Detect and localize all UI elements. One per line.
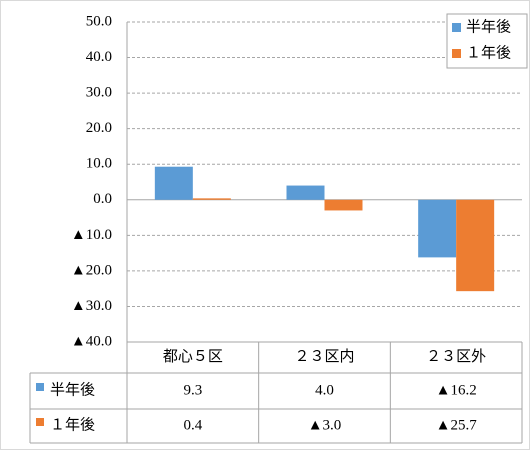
y-tick-label: ▲20.0 bbox=[71, 262, 112, 278]
category-label: 都心５区 bbox=[163, 348, 223, 365]
category-label: ２３区内 bbox=[294, 348, 354, 365]
y-tick-label: 40.0 bbox=[86, 49, 112, 65]
y-tick-label: ▲30.0 bbox=[71, 298, 112, 314]
table-value: 9.3 bbox=[183, 382, 202, 398]
y-tick-label: 0.0 bbox=[93, 191, 112, 207]
table-value: ▲3.0 bbox=[308, 417, 342, 433]
y-tick-label: ▲40.0 bbox=[71, 333, 112, 349]
bar bbox=[456, 199, 495, 292]
bar bbox=[286, 185, 325, 200]
bar bbox=[154, 166, 193, 200]
table-value: ▲16.2 bbox=[436, 382, 477, 398]
category-label: ２３区外 bbox=[426, 348, 486, 365]
table-value: 0.4 bbox=[183, 417, 202, 433]
legend-swatch bbox=[452, 23, 461, 32]
row-header: 半年後 bbox=[50, 381, 95, 398]
y-tick-label: 50.0 bbox=[86, 13, 112, 29]
row-header: １年後 bbox=[50, 416, 95, 433]
bar bbox=[418, 199, 457, 258]
legend-label: １年後 bbox=[466, 44, 511, 61]
y-tick-label: ▲10.0 bbox=[71, 227, 112, 243]
bar bbox=[192, 198, 231, 200]
legend-swatch bbox=[452, 49, 461, 58]
legend-swatch bbox=[36, 418, 44, 426]
bar bbox=[324, 199, 363, 211]
y-tick-label: 10.0 bbox=[86, 156, 112, 172]
legend-label: 半年後 bbox=[466, 18, 511, 35]
y-tick-label: 30.0 bbox=[86, 85, 112, 101]
legend-swatch bbox=[36, 383, 44, 391]
table-value: ▲25.7 bbox=[436, 417, 478, 433]
y-tick-label: 20.0 bbox=[86, 120, 112, 136]
table-value: 4.0 bbox=[315, 382, 334, 398]
